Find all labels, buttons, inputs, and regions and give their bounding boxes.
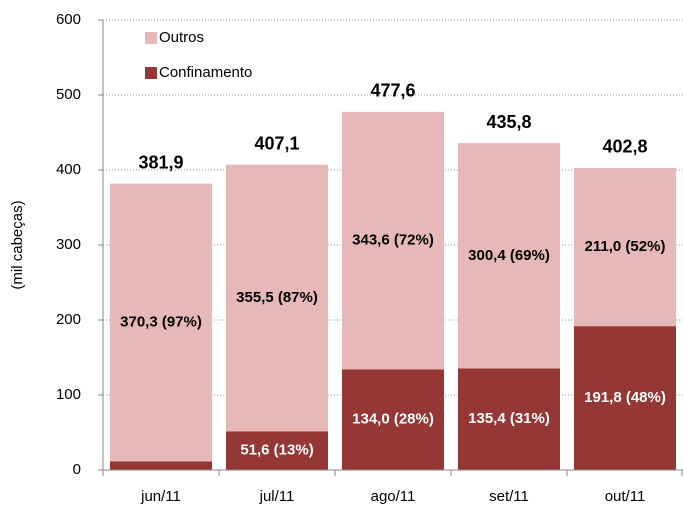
y-tick-label: 100 [56,386,81,403]
value-label: 51,6 (13%) [240,442,313,459]
value-label: 343,6 (72%) [352,232,434,249]
legend-swatch [145,67,157,79]
bar-segment [458,143,560,369]
value-label: 300,4 (69%) [468,247,550,264]
value-label: 134,0 (28%) [352,411,434,428]
legend-swatch [145,32,157,44]
bar-segment [342,369,444,470]
total-label: 381,9 [138,152,183,172]
bar-segment [574,326,676,470]
value-label: 355,5 (87%) [236,289,318,306]
y-tick-label: 200 [56,311,81,328]
y-tick-label: 600 [56,11,81,28]
bar-segment [110,183,212,462]
value-label: 370,3 (97%) [120,313,202,330]
x-tick-label: ago/11 [371,488,416,505]
bar-segment [110,461,212,470]
bar-segment [458,368,560,470]
y-tick-label: 0 [73,461,81,478]
value-label: 211,0 (52%) [585,238,666,255]
x-tick-label: set/11 [489,488,529,505]
bar-segment [342,111,444,370]
x-tick-label: jul/11 [259,488,295,505]
bar-segment [226,431,328,470]
legend-label: Outros [159,29,204,46]
total-label: 407,1 [254,133,299,153]
total-label: 402,8 [602,137,647,157]
total-label: 477,6 [370,81,415,101]
total-label: 435,8 [486,112,531,132]
x-tick-label: jun/11 [140,488,181,505]
bar-segment [226,164,328,432]
y-tick-label: 400 [56,161,81,178]
x-tick-label: out/11 [605,488,646,505]
y-tick-label: 500 [56,86,81,103]
value-label: 191,8 (48%) [584,389,666,406]
bar-segment [574,167,676,327]
y-axis-label: (mil cabeças) [9,200,26,289]
value-label: 135,4 (31%) [468,410,550,427]
legend-label: Confinamento [159,64,252,81]
y-tick-label: 300 [56,236,81,253]
